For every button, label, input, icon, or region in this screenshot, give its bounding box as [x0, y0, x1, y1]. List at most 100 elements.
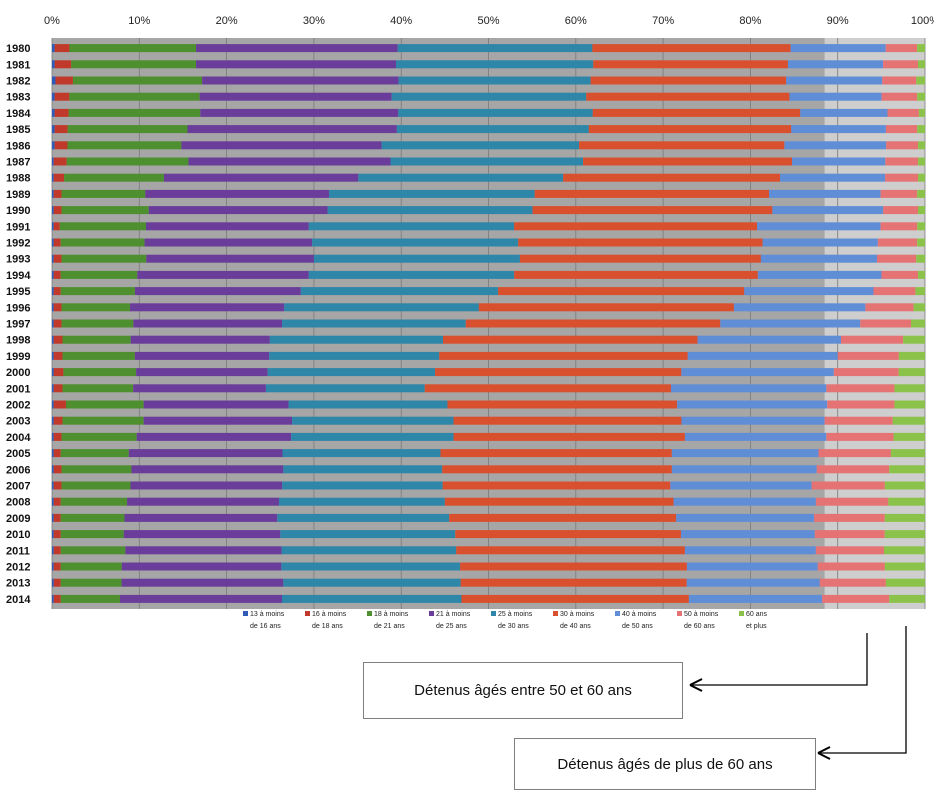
bar-segment — [62, 335, 131, 344]
bar-segment — [444, 497, 674, 506]
bar-segment — [72, 76, 203, 85]
bar-segment — [435, 368, 682, 377]
callout-50-60: Détenus âgés entre 50 et 60 ans — [363, 662, 683, 719]
bar-segment — [60, 562, 122, 571]
bar-segment — [267, 368, 436, 377]
bar-segment — [811, 481, 885, 490]
bar-segment — [134, 287, 301, 296]
bar-segment — [588, 125, 792, 134]
bar-segment — [684, 546, 816, 555]
bar-segment — [916, 76, 925, 85]
bar-segment — [292, 416, 454, 425]
y-tick-label: 1983 — [6, 92, 30, 104]
bar-segment — [390, 157, 584, 166]
bar-segment — [288, 400, 448, 409]
bar-segment — [119, 594, 283, 603]
bar-segment — [60, 513, 125, 522]
legend-label: de 50 ans — [622, 623, 653, 630]
bar-segment — [62, 416, 144, 425]
bar-segment — [123, 530, 281, 539]
bar-segment — [883, 60, 919, 69]
bar-segment — [455, 530, 681, 539]
bar-segment — [200, 108, 399, 117]
y-tick-label: 2011 — [6, 545, 30, 557]
bar-segment — [52, 481, 54, 490]
y-tick-label: 1985 — [6, 124, 30, 136]
bar-segment — [53, 287, 61, 296]
bar-segment — [688, 594, 823, 603]
bar-segment — [53, 481, 62, 490]
legend-swatch — [739, 611, 744, 616]
bar-segment — [917, 92, 925, 101]
bar-segment — [381, 141, 580, 150]
bar-segment — [196, 60, 396, 69]
bar-segment — [52, 530, 54, 539]
bar-segment — [827, 400, 895, 409]
bar-segment — [145, 189, 330, 198]
bar-segment — [893, 432, 925, 441]
y-tick-label: 2006 — [6, 464, 30, 476]
y-tick-label: 2004 — [6, 432, 31, 444]
bar-segment — [124, 513, 278, 522]
bar-segment — [52, 578, 54, 587]
bar-segment — [53, 303, 62, 312]
bar-segment — [53, 270, 61, 279]
bar-segment — [282, 449, 441, 458]
bar-segment — [673, 497, 816, 506]
y-tick-label: 2010 — [6, 529, 30, 541]
bar-segment — [449, 513, 677, 522]
bar-segment — [687, 351, 838, 360]
bar-segment — [442, 481, 671, 490]
y-tick-label: 2001 — [6, 383, 30, 395]
bar-segment — [199, 92, 392, 101]
bar-segment — [327, 206, 533, 215]
bar-segment — [61, 206, 149, 215]
bar-segment — [824, 416, 893, 425]
bar-segment — [53, 578, 61, 587]
bar-segment — [52, 465, 54, 474]
bar-segment — [358, 173, 564, 182]
bar-segment — [443, 335, 698, 344]
bar-segment — [52, 497, 54, 506]
bar-segment — [917, 238, 925, 247]
bar-segment — [121, 562, 282, 571]
bar-segment — [136, 368, 268, 377]
bar-segment — [133, 319, 283, 328]
bar-segment — [121, 578, 284, 587]
bar-segment — [787, 60, 884, 69]
bar-segment — [53, 416, 63, 425]
bar-segment — [54, 60, 72, 69]
bar-segment — [283, 465, 443, 474]
bar-segment — [883, 206, 919, 215]
y-tick-label: 1988 — [6, 173, 30, 185]
bar-segment — [837, 351, 899, 360]
legend-swatch — [429, 611, 434, 616]
bar-segment — [59, 222, 147, 231]
bar-segment — [884, 530, 925, 539]
bar-segment — [52, 76, 56, 85]
bar-segment — [163, 173, 359, 182]
y-tick-label: 1998 — [6, 335, 30, 347]
bar-segment — [54, 141, 68, 150]
bar-segment — [826, 432, 894, 441]
bar-segment — [52, 449, 54, 458]
legend-label: 25 à moins — [498, 611, 533, 618]
bar-segment — [886, 141, 919, 150]
bar-segment — [52, 141, 55, 150]
x-tick-label: 80% — [739, 15, 761, 27]
y-tick-label: 2013 — [6, 578, 30, 590]
bar-segment — [800, 108, 888, 117]
legend-label: de 25 ans — [436, 623, 467, 630]
legend-swatch — [677, 611, 682, 616]
bar-segment — [681, 368, 834, 377]
y-tick-label: 1990 — [6, 205, 30, 217]
bar-segment — [52, 335, 54, 344]
y-tick-label: 1989 — [6, 189, 30, 201]
bar-segment — [148, 206, 328, 215]
bar-segment — [53, 562, 61, 571]
bar-segment — [918, 141, 925, 150]
bar-segment — [52, 416, 54, 425]
arrow-50-60 — [690, 633, 868, 686]
bar-segment — [52, 384, 54, 393]
arrow-60-plus — [818, 626, 907, 754]
